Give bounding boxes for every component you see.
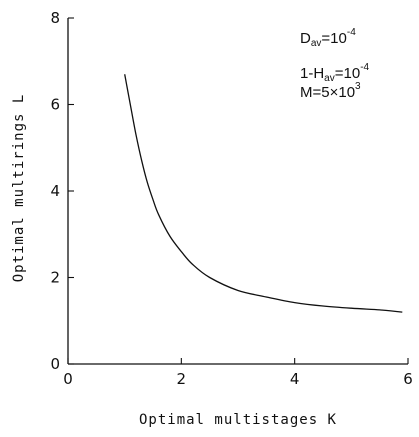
x-tick-label: 6: [403, 370, 413, 388]
annotations: Dav=10-41-Hav=10-4M=5×103: [300, 27, 370, 101]
annotation-superscript: -4: [360, 62, 369, 73]
x-axis-title: Optimal multistages K: [139, 412, 337, 428]
annotation-superscript: -4: [347, 27, 356, 38]
y-tick-label: 0: [50, 355, 60, 373]
annotation-main: M=5×10: [300, 84, 355, 101]
annotation-line: Dav=10-4: [300, 27, 356, 49]
y-ticks: 0 2 4 6 8: [50, 9, 74, 373]
x-tick-label: 4: [290, 370, 300, 388]
annotation-rest: =10: [335, 65, 360, 82]
annotation-line: M=5×103: [300, 81, 361, 101]
annotation-superscript: 3: [355, 81, 361, 92]
x-tick-label: 2: [177, 370, 187, 388]
annotation-main: D: [300, 30, 311, 47]
x-tick-label: 0: [63, 370, 73, 388]
y-tick-label: 8: [50, 9, 60, 27]
series-line: [124, 74, 403, 313]
annotation-subscript: av: [324, 73, 335, 84]
x-ticks: 0 2 4 6: [63, 358, 413, 388]
y-tick-label: 4: [50, 182, 60, 200]
annotation-main: 1-H: [300, 65, 324, 82]
annotation-subscript: av: [311, 38, 322, 49]
annotation-rest: =10: [321, 30, 346, 47]
y-tick-label: 6: [50, 96, 60, 114]
y-axis-title: Optimal multirings L: [11, 94, 27, 283]
annotation-line: 1-Hav=10-4: [300, 62, 370, 84]
y-tick-label: 2: [50, 269, 60, 287]
